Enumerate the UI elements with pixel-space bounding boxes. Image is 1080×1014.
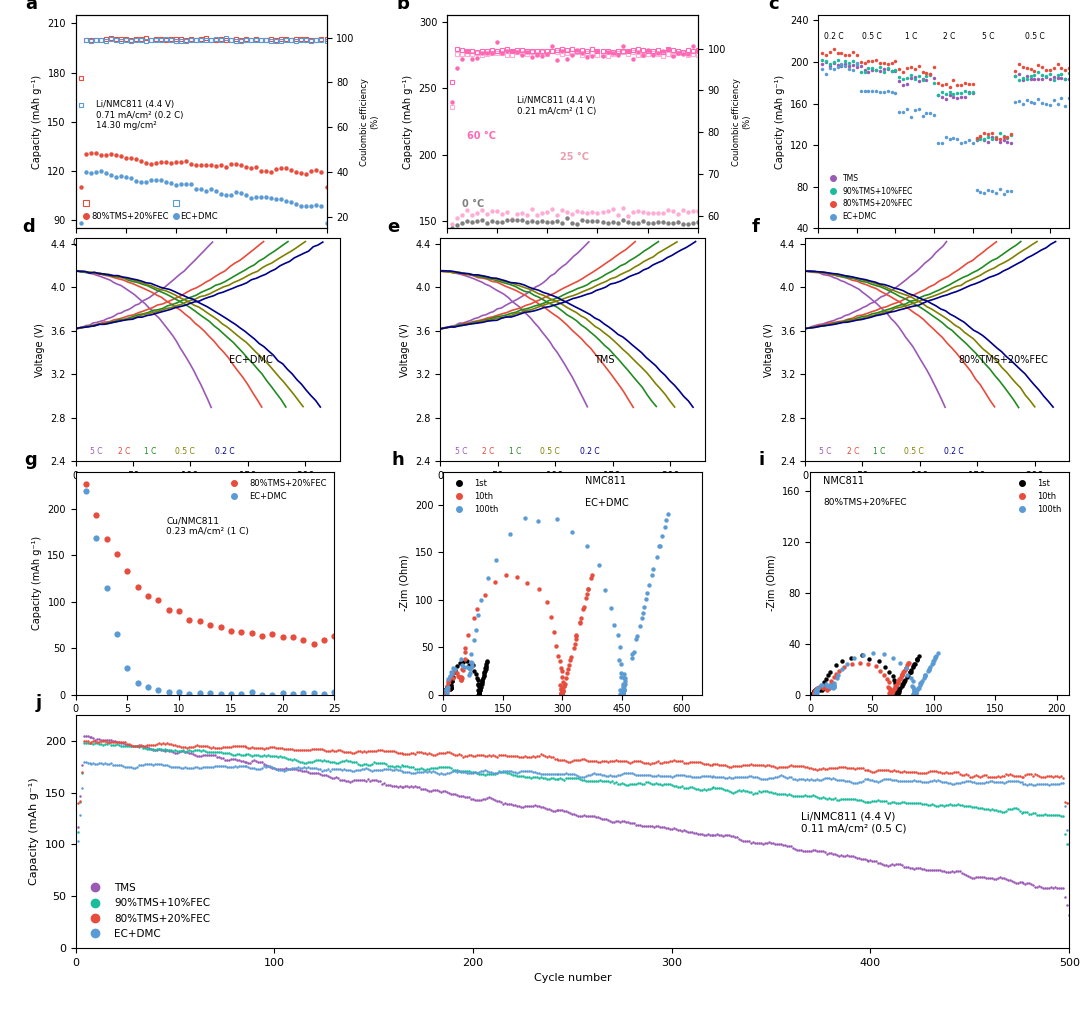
- Text: 0.5 C: 0.5 C: [863, 32, 882, 42]
- Text: 1 C: 1 C: [874, 447, 886, 455]
- Text: NMC811: NMC811: [585, 476, 626, 486]
- Text: 80%TMS+20%FEC: 80%TMS+20%FEC: [958, 355, 1048, 365]
- Text: f: f: [752, 218, 760, 235]
- Text: 25 °C: 25 °C: [559, 152, 589, 162]
- X-axis label: Zre (Ohm): Zre (Ohm): [548, 720, 597, 730]
- X-axis label: Zre (Ohm): Zre (Ohm): [915, 720, 966, 730]
- Text: EC+DMC: EC+DMC: [229, 355, 272, 365]
- Text: h: h: [391, 451, 404, 468]
- Y-axis label: Capacity (mAh g⁻¹): Capacity (mAh g⁻¹): [31, 75, 42, 168]
- Text: 2 C: 2 C: [118, 447, 130, 455]
- Text: g: g: [24, 451, 37, 468]
- Text: 0 °C: 0 °C: [462, 199, 484, 209]
- Y-axis label: Capacity (mAh g⁻¹): Capacity (mAh g⁻¹): [29, 778, 39, 885]
- Text: 2 C: 2 C: [483, 447, 495, 455]
- X-axis label: Cycle number: Cycle number: [534, 973, 611, 984]
- Text: Li/NMC811 (4.4 V)
0.21 mA/cm² (1 C): Li/NMC811 (4.4 V) 0.21 mA/cm² (1 C): [517, 96, 596, 116]
- Y-axis label: Voltage (V): Voltage (V): [400, 322, 409, 377]
- Text: 1 C: 1 C: [144, 447, 157, 455]
- Text: b: b: [396, 0, 409, 13]
- Text: a: a: [26, 0, 38, 13]
- Text: 0.5 C: 0.5 C: [904, 447, 924, 455]
- Text: 0.5 C: 0.5 C: [540, 447, 559, 455]
- Y-axis label: Capacity (mAh g⁻¹): Capacity (mAh g⁻¹): [31, 536, 42, 630]
- Legend: 1st, 10th, 100th: 1st, 10th, 100th: [447, 476, 501, 518]
- Text: Cu/NMC811
0.23 mA/cm² (1 C): Cu/NMC811 0.23 mA/cm² (1 C): [166, 516, 249, 536]
- Legend: TMS, 90%TMS+10%FEC, 80%TMS+20%FEC, EC+DMC: TMS, 90%TMS+10%FEC, 80%TMS+20%FEC, EC+DM…: [81, 879, 215, 943]
- Y-axis label: Coulombic efficiency
(%): Coulombic efficiency (%): [360, 78, 379, 165]
- Y-axis label: Voltage (V): Voltage (V): [35, 322, 45, 377]
- X-axis label: Cycle number: Cycle number: [167, 254, 235, 264]
- Text: 80%TMS+20%FEC: 80%TMS+20%FEC: [823, 498, 907, 507]
- Text: 0.5 C: 0.5 C: [1025, 32, 1044, 42]
- Text: Li/NMC811 (4.4 V)
0.71 mA/cm² (0.2 C)
14.30 mg/cm²: Li/NMC811 (4.4 V) 0.71 mA/cm² (0.2 C) 14…: [96, 100, 183, 130]
- Text: i: i: [759, 451, 765, 468]
- Y-axis label: Capacity (mAh g⁻¹): Capacity (mAh g⁻¹): [774, 75, 784, 168]
- Text: EC+DMC: EC+DMC: [585, 498, 629, 508]
- Text: 5 C: 5 C: [982, 32, 995, 42]
- Legend: 80%TMS+20%FEC, EC+DMC: 80%TMS+20%FEC, EC+DMC: [222, 476, 330, 505]
- X-axis label: Cycle numble: Cycle numble: [539, 254, 606, 264]
- Text: d: d: [23, 218, 36, 235]
- Text: NMC811: NMC811: [823, 476, 864, 486]
- X-axis label: Cycle number: Cycle number: [909, 254, 977, 264]
- Y-axis label: Coulombic efficiency
(%): Coulombic efficiency (%): [731, 78, 751, 165]
- X-axis label: Capacity (mAh g⁻¹): Capacity (mAh g⁻¹): [161, 487, 255, 497]
- Y-axis label: Capacity (mAh g⁻¹): Capacity (mAh g⁻¹): [403, 75, 413, 168]
- Text: 1 C: 1 C: [905, 32, 917, 42]
- X-axis label: Capacity (mAh g⁻¹): Capacity (mAh g⁻¹): [525, 487, 620, 497]
- Text: 2 C: 2 C: [847, 447, 860, 455]
- Y-axis label: Voltage (V): Voltage (V): [765, 322, 774, 377]
- Text: c: c: [768, 0, 779, 13]
- Text: 0.2 C: 0.2 C: [824, 32, 843, 42]
- Text: 0.5 C: 0.5 C: [175, 447, 194, 455]
- X-axis label: Capacity (mAh g⁻¹): Capacity (mAh g⁻¹): [890, 487, 984, 497]
- Y-axis label: -Zim (Ohm): -Zim (Ohm): [400, 555, 409, 611]
- Y-axis label: -Zim (Ohm): -Zim (Ohm): [767, 555, 777, 611]
- Legend: TMS, 90%TMS+10%FEC, 80%TMS+20%FEC, EC+DMC: TMS, 90%TMS+10%FEC, 80%TMS+20%FEC, EC+DM…: [822, 170, 916, 224]
- Text: TMS: TMS: [594, 355, 615, 365]
- Text: 1 C: 1 C: [509, 447, 522, 455]
- Text: 5 C: 5 C: [820, 447, 832, 455]
- Text: Li/NMC811 (4.4 V)
0.11 mA/cm² (0.5 C): Li/NMC811 (4.4 V) 0.11 mA/cm² (0.5 C): [801, 812, 906, 834]
- X-axis label: Cycle number: Cycle number: [171, 720, 239, 730]
- Text: j: j: [36, 694, 42, 712]
- Legend: , 80%TMS+20%FEC, , EC+DMC: , 80%TMS+20%FEC, , EC+DMC: [80, 195, 221, 224]
- Text: 5 C: 5 C: [90, 447, 103, 455]
- Legend: 1st, 10th, 100th: 1st, 10th, 100th: [1011, 476, 1065, 518]
- Text: 0.2 C: 0.2 C: [945, 447, 964, 455]
- Text: 0.2 C: 0.2 C: [580, 447, 599, 455]
- Text: 2 C: 2 C: [943, 32, 956, 42]
- Text: 60 °C: 60 °C: [467, 131, 496, 141]
- Text: 0.2 C: 0.2 C: [215, 447, 234, 455]
- Text: e: e: [388, 218, 400, 235]
- Text: 5 C: 5 C: [455, 447, 468, 455]
